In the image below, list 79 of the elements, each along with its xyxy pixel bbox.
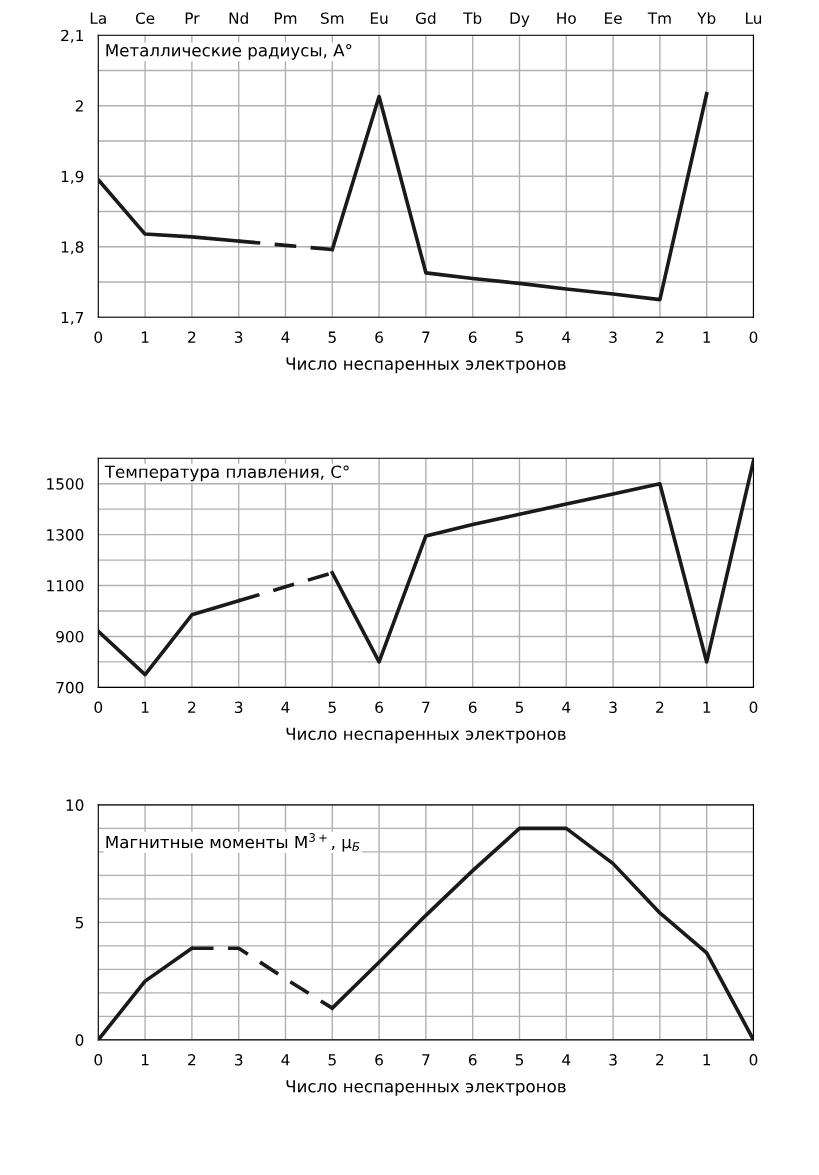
text: Ce [135, 12, 155, 24]
annotation: Металлические радиусы, A° [106, 44, 352, 60]
y-tick-label: 5 [75, 917, 84, 929]
x-tick-label: 6 [375, 331, 383, 343]
x-tick-label: 7 [422, 1054, 430, 1066]
y-tick-label: 1100 [47, 580, 84, 592]
x-tick-label: 3 [609, 701, 617, 714]
x-tick-label: 7 [422, 331, 430, 343]
x-tick-label: 3 [609, 331, 617, 343]
text: Tm [647, 12, 671, 24]
x-tick-label: 4 [281, 331, 290, 343]
x-tick-label: 6 [468, 331, 477, 343]
y-tick-label: 2,1 [61, 29, 83, 43]
x-tick-label: 2 [188, 1054, 196, 1066]
x-tick-label: 4 [281, 701, 290, 713]
text: Tb [463, 12, 482, 24]
y-tick-label: 10 [66, 799, 84, 811]
x-axis-title: Число неспаренных электронов [286, 357, 566, 374]
x-tick-label: 0 [94, 701, 103, 714]
text: Ee [605, 12, 622, 24]
x-tick-label: 5 [328, 331, 336, 343]
text: Yb [697, 12, 716, 24]
x-axis-title: Число неспаренных электронов [286, 1080, 566, 1096]
text: Sm [321, 12, 344, 24]
y-tick-label: 700 [56, 681, 84, 694]
x-tick-label: 4 [562, 331, 571, 343]
x-tick-label: 2 [656, 331, 664, 343]
x-tick-label: 3 [234, 1054, 243, 1066]
x-tick-label: 5 [515, 331, 524, 343]
x-tick-label: 0 [749, 701, 758, 714]
x-tick-label: 6 [375, 701, 383, 714]
x-axis-title: Число неспаренных электронов [286, 727, 566, 744]
annotation: Температура плавления, C° [104, 465, 349, 482]
y-tick-label: 1,8 [61, 241, 84, 255]
y-tick-label: 900 [56, 630, 84, 643]
text: Eu [370, 12, 388, 24]
x-tick-label: 5 [328, 1054, 336, 1066]
x-tick-label: 0 [749, 331, 758, 343]
x-tick-label: 3 [609, 1054, 617, 1066]
text: Pm [274, 12, 297, 24]
y-tick-label: 1500 [47, 478, 84, 490]
x-tick-label: 3 [234, 331, 243, 343]
x-tick-label: 0 [749, 1054, 758, 1066]
x-tick-label: 3 [234, 701, 243, 714]
x-tick-label: 0 [94, 1054, 103, 1066]
text: Gd [415, 12, 436, 24]
text: Dy [510, 12, 530, 27]
text: Nd [229, 12, 248, 24]
x-tick-label: 2 [188, 701, 196, 713]
x-tick-label: 1 [703, 1054, 711, 1066]
x-tick-label: 2 [656, 1054, 664, 1066]
x-tick-label: 1 [703, 331, 711, 343]
x-tick-label: 1 [141, 1054, 149, 1066]
x-tick-label: 1 [141, 331, 149, 343]
y-tick-label: 1300 [47, 529, 84, 541]
y-tick-label: 2 [75, 100, 83, 112]
x-tick-label: 2 [188, 331, 196, 343]
y-tick-label: 1,7 [61, 311, 84, 325]
text: La [90, 12, 106, 24]
x-tick-label: 6 [468, 1054, 477, 1066]
x-tick-label: 4 [562, 701, 571, 713]
text: Lu [746, 12, 762, 24]
x-tick-label: 1 [703, 701, 711, 713]
x-tick-label: 5 [515, 701, 524, 714]
x-tick-label: 5 [328, 701, 336, 714]
x-tick-label: 6 [468, 701, 477, 714]
x-tick-label: 1 [141, 701, 149, 713]
x-tick-label: 4 [562, 1054, 571, 1066]
x-tick-label: 2 [656, 701, 664, 713]
x-tick-label: 6 [375, 1054, 383, 1066]
x-tick-label: 0 [94, 331, 103, 343]
x-tick-label: 5 [515, 1054, 524, 1066]
x-tick-label: 7 [422, 701, 430, 713]
text: Ho [557, 12, 576, 24]
x-tick-label: 4 [281, 1054, 290, 1066]
annotation: Магнитные моменты M$^{3+}$, μ$_{Б}$ [106, 833, 360, 852]
y-tick-label: 1,9 [61, 170, 84, 184]
y-tick-label: 0 [75, 1034, 84, 1046]
text: Pr [185, 12, 200, 24]
